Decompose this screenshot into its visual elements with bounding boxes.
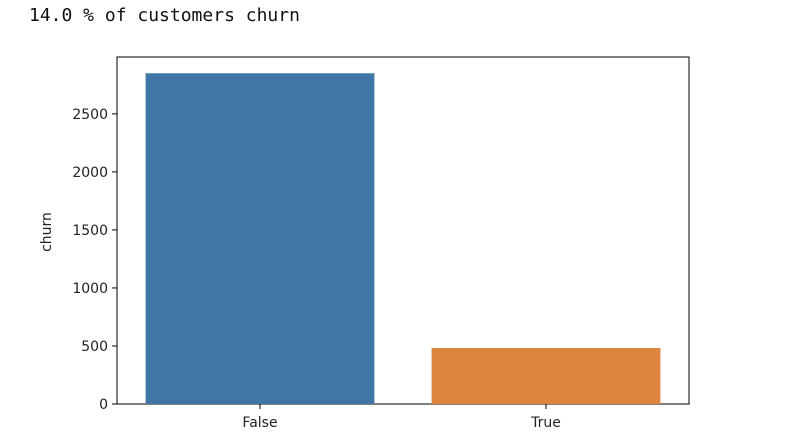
cell-output-text: 14.0 % of customers churn xyxy=(29,5,300,26)
y-tick-label: 500 xyxy=(81,339,108,355)
y-axis: 0 500 1000 1500 2000 2500 xyxy=(72,107,117,413)
y-tick-label: 2500 xyxy=(72,107,108,123)
y-tick-label: 1000 xyxy=(72,281,108,297)
bars-group xyxy=(145,73,661,404)
y-tick-label: 0 xyxy=(99,397,108,413)
x-tick-label-true: True xyxy=(530,415,561,431)
y-tick-label: 2000 xyxy=(72,165,108,181)
bar-true xyxy=(431,347,661,404)
x-tick-label-false: False xyxy=(242,415,277,431)
y-tick-label: 1500 xyxy=(72,223,108,239)
x-axis: False True xyxy=(242,404,561,431)
y-axis-label: churn xyxy=(39,212,55,252)
bar-false xyxy=(145,73,375,404)
plot-frame xyxy=(116,56,690,405)
